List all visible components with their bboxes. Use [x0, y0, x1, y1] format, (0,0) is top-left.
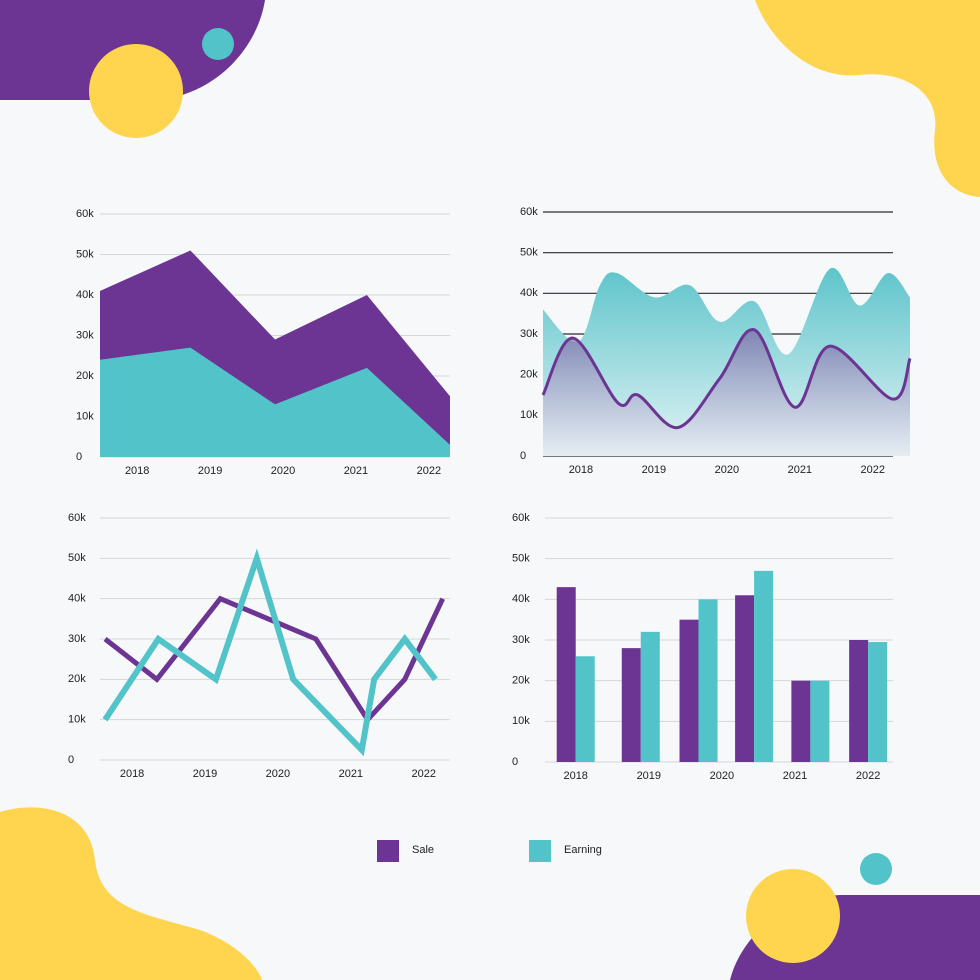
x-tick-label: 2022 [861, 464, 885, 476]
y-tick-label: 20k [512, 675, 530, 687]
y-tick-label: 10k [76, 410, 94, 422]
y-tick-label: 40k [76, 289, 94, 301]
chart: 0 10k 20k 30k 40k 50k 60k 2018 2019 2020 2021 2022 [68, 512, 450, 780]
y-tick-label: 30k [512, 634, 530, 646]
x-tick-label: 2018 [120, 768, 144, 780]
line [103, 595, 445, 724]
x-tick-label: 2021 [339, 768, 363, 780]
chart: 0 10k 20k 30k 40k 50k 60k 2018 2019 2020 2021 2022 [76, 208, 450, 477]
y-tick-label: 0 [76, 451, 82, 463]
legend-swatch [377, 840, 399, 862]
y-tick-label: 60k [68, 512, 86, 524]
y-tick-label: 30k [68, 633, 86, 645]
y-tick-label: 30k [76, 329, 94, 341]
x-tick-label: 2021 [788, 464, 812, 476]
bar [575, 656, 595, 762]
y-tick-label: 50k [520, 247, 538, 259]
x-tick-label: 2020 [271, 465, 295, 477]
legend-swatch [529, 840, 551, 862]
bar [810, 680, 830, 762]
x-tick-label: 2018 [125, 465, 149, 477]
y-tick-label: 60k [76, 208, 94, 220]
x-tick-label: 2021 [783, 770, 807, 782]
y-tick-label: 50k [512, 553, 530, 565]
x-tick-label: 2019 [198, 465, 222, 477]
y-tick-label: 40k [68, 593, 86, 605]
y-tick-label: 10k [512, 715, 530, 727]
y-tick-label: 20k [68, 673, 86, 685]
area [100, 347, 450, 457]
bar [556, 587, 576, 762]
bar [791, 680, 811, 762]
bar [679, 619, 699, 762]
x-tick-label: 2018 [569, 464, 593, 476]
y-tick-label: 0 [512, 756, 518, 768]
decor-circle [202, 28, 234, 60]
x-tick-label: 2018 [563, 770, 587, 782]
bar [640, 631, 660, 762]
bar [754, 570, 774, 762]
x-tick-label: 2022 [856, 770, 880, 782]
y-tick-label: 0 [520, 450, 526, 462]
x-tick-label: 2020 [715, 464, 739, 476]
y-tick-label: 30k [520, 328, 538, 340]
x-tick-label: 2022 [412, 768, 436, 780]
y-tick-label: 10k [520, 409, 538, 421]
y-tick-label: 60k [512, 512, 530, 524]
bar [868, 642, 888, 762]
y-tick-label: 40k [520, 287, 538, 299]
decor-blob [0, 807, 262, 980]
y-tick-label: 50k [68, 552, 86, 564]
y-tick-label: 50k [76, 248, 94, 260]
y-tick-label: 60k [520, 206, 538, 218]
bar [621, 648, 641, 762]
legend-label: Sale [412, 844, 434, 856]
decor-blob [755, 0, 980, 197]
x-tick-label: 2019 [642, 464, 666, 476]
chart: 0 10k 20k 30k 40k 50k 60k 2018 2019 2020 2021 2022 [512, 512, 893, 782]
decor-circle [89, 44, 183, 138]
x-tick-label: 2019 [193, 768, 217, 780]
chart: 0 10k 20k 30k 40k 50k 60k 2018 2019 2020 2021 2022 [520, 206, 912, 476]
bar [735, 595, 755, 762]
y-tick-label: 0 [68, 754, 74, 766]
x-tick-label: 2020 [710, 770, 734, 782]
y-tick-label: 10k [68, 714, 86, 726]
bar [849, 640, 869, 762]
x-tick-label: 2019 [637, 770, 661, 782]
y-tick-label: 40k [512, 593, 530, 605]
bar [698, 599, 718, 762]
line [541, 328, 912, 430]
y-tick-label: 20k [520, 369, 538, 381]
y-tick-label: 20k [76, 370, 94, 382]
x-tick-label: 2021 [344, 465, 368, 477]
legend: Sale Earning [377, 840, 602, 862]
line [102, 548, 438, 757]
x-tick-label: 2020 [266, 768, 290, 780]
decor-circle [746, 869, 840, 963]
legend-label: Earning [564, 844, 602, 856]
x-tick-label: 2022 [417, 465, 441, 477]
decor-circle [860, 853, 892, 885]
